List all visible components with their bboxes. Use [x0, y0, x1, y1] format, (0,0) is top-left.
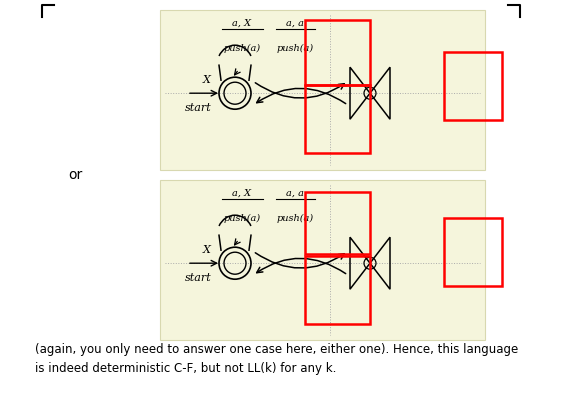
Text: a, a: a, a [286, 189, 304, 198]
Text: or: or [68, 168, 82, 182]
Bar [305, 20, 370, 85]
Text: start: start [185, 103, 212, 113]
Bar [160, 180, 485, 340]
Text: (again, you only need to answer one case here, either one). Hence, this language: (again, you only need to answer one case… [35, 343, 518, 356]
Bar [160, 10, 485, 170]
Bar [305, 192, 370, 254]
Text: push(a): push(a) [277, 214, 314, 223]
Text: push(a): push(a) [223, 44, 261, 53]
Bar [444, 218, 502, 286]
Bar [305, 256, 370, 324]
Text: a, a: a, a [286, 19, 304, 28]
Text: X: X [203, 245, 211, 255]
Text: push(a): push(a) [277, 44, 314, 53]
Text: a, X: a, X [232, 19, 252, 28]
Text: is indeed deterministic C-F, but not LL(k) for any k.: is indeed deterministic C-F, but not LL(… [35, 362, 336, 375]
Bar [444, 52, 502, 120]
Text: X: X [203, 75, 211, 85]
Bar [305, 85, 370, 153]
Text: a, X: a, X [232, 189, 252, 198]
Text: push(a): push(a) [223, 214, 261, 223]
Text: start: start [185, 273, 212, 283]
